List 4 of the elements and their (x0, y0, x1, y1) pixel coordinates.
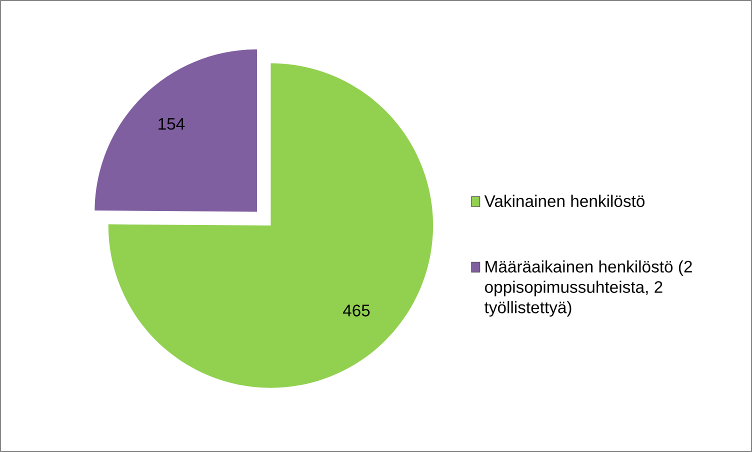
legend-label: Määräaikainen henkilöstö (2 oppisopimussuhteista, 2 työllistettyä) (484, 260, 692, 317)
data-label: 465 (342, 304, 370, 316)
data-label: 154 (158, 118, 185, 130)
legend-label: Vakinainen henkilöstö (484, 194, 645, 208)
